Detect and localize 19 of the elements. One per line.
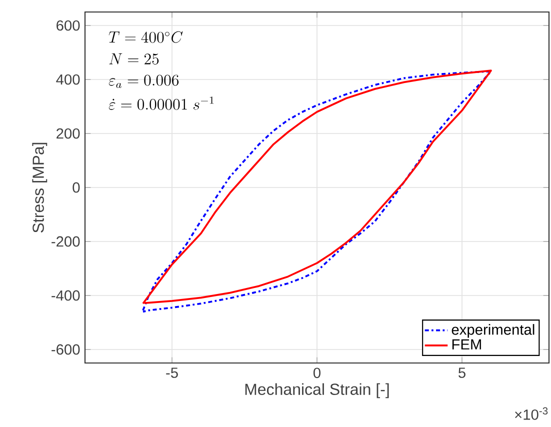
annotation: $\varepsilon_a = 0.006$ xyxy=(108,74,179,88)
y-tick-label: 600 xyxy=(56,20,80,31)
y-tick-label: 400 xyxy=(56,74,80,85)
y-tick-label: -400 xyxy=(52,290,80,301)
annotation: $\dot{\varepsilon} = 0.00001\ s^{-1}$ xyxy=(108,96,214,110)
legend-label: experimental xyxy=(452,324,534,338)
legend-label: FEM xyxy=(452,339,481,350)
y-tick-label: 200 xyxy=(56,128,80,139)
y-tick-label: 0 xyxy=(72,182,80,193)
y-axis-title: Stress [MPa] xyxy=(32,142,48,233)
y-tick-label: -600 xyxy=(52,344,80,355)
x-tick-label: 0 xyxy=(313,368,320,378)
x-tick-label: -5 xyxy=(166,368,178,378)
x-axis-title: Mechanical Strain [-] xyxy=(245,383,389,398)
y-tick-label: -200 xyxy=(52,236,80,247)
annotation: $N = 25$ xyxy=(109,53,159,65)
text: ×10$^{-3}$ xyxy=(515,407,548,420)
annotation: $T = 400^\circ C$ xyxy=(108,31,183,43)
x-tick-label: 5 xyxy=(458,368,466,378)
